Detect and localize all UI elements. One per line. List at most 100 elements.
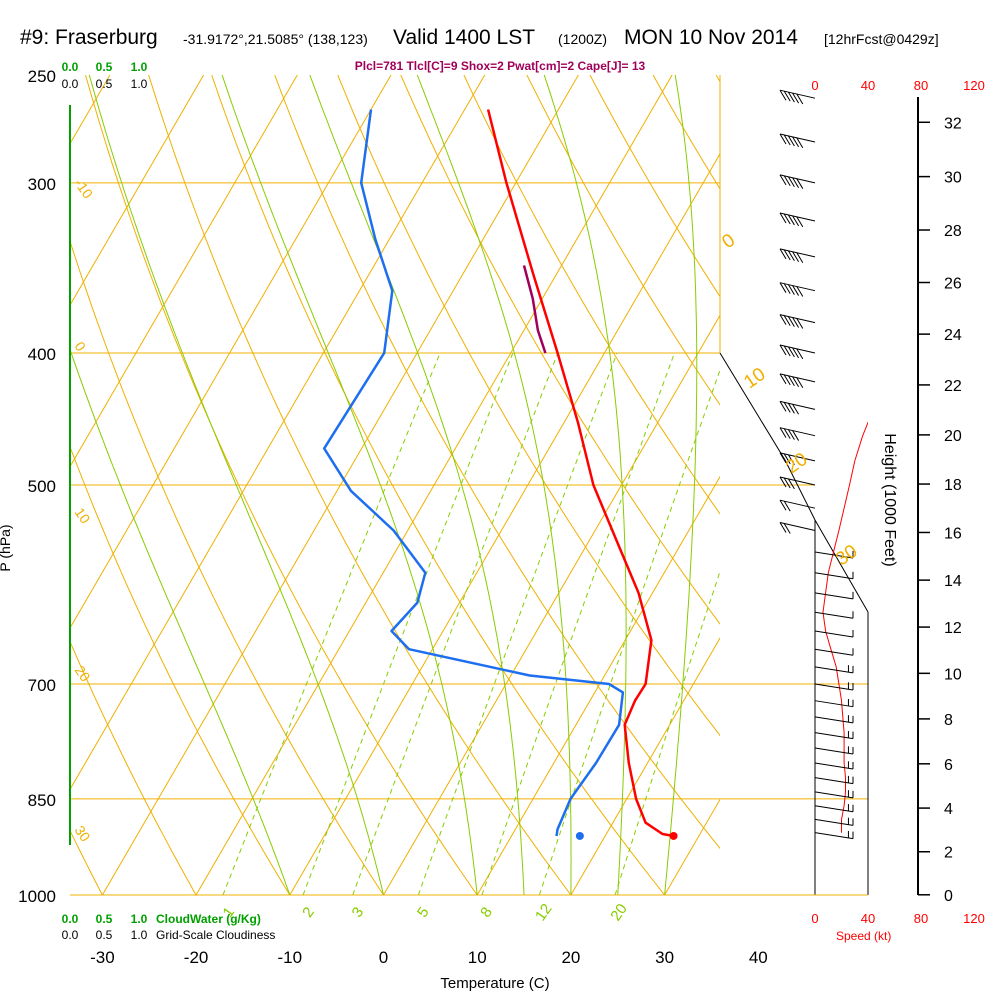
wind-barb-feather (787, 176, 795, 188)
pressure-tick-label: 500 (28, 477, 56, 496)
wind-barb-staff (814, 683, 854, 691)
isotherm-label: -10 (72, 176, 97, 202)
wind-barb-staff (779, 248, 816, 258)
moist-adiabat-line (88, 75, 384, 895)
wind-barb-staff (779, 344, 816, 354)
valid-time: Valid 1400 LST (393, 26, 536, 49)
moist-adiabat-line (309, 75, 525, 895)
temperature-tick-label: 0 (379, 948, 388, 967)
wind-barb (814, 817, 854, 826)
top-black-scale-label: 0.0 (62, 77, 79, 91)
isotherm-line (101, 75, 579, 895)
wind-barb-feather (792, 347, 800, 359)
isotherm-line (70, 75, 205, 307)
wind-barb-feather (779, 314, 787, 325)
utc-time: (1200Z) (558, 31, 608, 47)
isotherm-line (0, 75, 16, 895)
wind-barbs (779, 89, 854, 840)
bottom-green-scale-label: 0.0 (62, 912, 79, 926)
wind-barb-feather (796, 252, 804, 263)
wind-barb-staff (779, 499, 816, 509)
wind-barb-feather (783, 175, 791, 187)
wind-barb-feather (792, 376, 800, 388)
wind-barb (814, 551, 854, 559)
station-coords: -31.9172°,21.5085° (138,123) (183, 31, 368, 47)
wind-barb-staff (814, 791, 854, 799)
height-tick-label: 4 (944, 801, 953, 818)
wind-barb-feather (796, 377, 804, 388)
wind-barb-feather (787, 91, 795, 103)
isotherm-label: 10 (72, 505, 94, 527)
dry-adiabat-line (70, 445, 291, 895)
height-tick-label: 22 (944, 378, 962, 395)
wind-barb-feather (779, 212, 787, 224)
wind-barb-feather (783, 453, 791, 465)
top-green-scale-label: 0.0 (62, 60, 79, 74)
isotherm-line (476, 475, 720, 895)
cloudwater-label: CloudWater (g/Kg) (156, 912, 261, 926)
station-title: #9: Fraserburg (20, 26, 158, 49)
wind-barb (779, 476, 816, 490)
wind-barb-feather (796, 286, 804, 297)
speed-tick-label-top: 80 (914, 78, 928, 93)
dry-adiabat-line (400, 75, 720, 625)
pressure-tick-label: 850 (28, 791, 56, 810)
wind-barb-feather (787, 135, 795, 147)
wind-barb-staff (814, 818, 854, 826)
wind-barb (779, 452, 816, 466)
mixing-ratio-line (417, 352, 618, 895)
temperature-tick-label: -10 (278, 948, 303, 967)
mixing-ratio-label: 12 (532, 901, 555, 924)
dry-adiabat-lines (70, 75, 720, 895)
sounding-profiles (322, 109, 678, 840)
wind-barb-feather (787, 346, 795, 358)
wind-barb-staff (814, 747, 854, 755)
wind-barb (779, 427, 816, 441)
mixing-ratio-label: 2 (299, 904, 318, 921)
speed-tick-label-top: 40 (861, 78, 875, 93)
wind-barb-feather (787, 454, 795, 466)
wind-barb-staff (814, 832, 854, 840)
bottom-black-scale-label: 0.5 (96, 928, 113, 942)
parcel-profile-line (522, 265, 547, 354)
wind-barb (814, 698, 854, 708)
pressure-tick-label: 400 (28, 345, 56, 364)
wind-barb-feather (787, 316, 795, 327)
wind-barb-feather (792, 136, 800, 148)
wind-barb-feather (792, 177, 800, 188)
height-tick-label: 12 (944, 620, 962, 637)
wind-barb-feather (792, 285, 800, 296)
dry-adiabat-line (463, 75, 720, 515)
wind-barb-feather (783, 523, 791, 534)
wind-barb (814, 611, 854, 619)
wind-speed-line (822, 421, 868, 833)
moist-adiabat-line (664, 75, 698, 895)
wind-barb (814, 746, 854, 755)
wind-barb-staff (779, 400, 816, 410)
wind-barb-feather (787, 284, 795, 295)
wind-barb-feather (779, 248, 787, 260)
wind-barb (779, 522, 816, 534)
wind-barb (814, 790, 854, 799)
height-tick-label: 8 (944, 712, 953, 729)
dry-adiabat-line (526, 75, 720, 406)
isotherm-label: 0 (72, 339, 90, 355)
isotherm-line (70, 75, 392, 629)
wind-barb-staff (814, 648, 854, 656)
wind-barb-feather (783, 213, 791, 225)
mixing-ratio-line (614, 570, 720, 895)
moist-adiabat-line (221, 75, 478, 895)
temperature-profile-line (486, 109, 674, 838)
wind-barb-feather (779, 452, 787, 464)
height-tick-label: 20 (944, 428, 962, 445)
wind-barb-feather (779, 174, 787, 186)
wind-barb-feather (792, 317, 800, 328)
wind-barb-staff (779, 174, 816, 184)
wind-barb-feather (783, 374, 791, 386)
temperature-tick-label: 40 (749, 948, 768, 967)
surface-temperature-marker (669, 831, 678, 840)
isotherm-edge-label: 20 (782, 449, 811, 478)
wind-barb-staff (779, 452, 816, 462)
wind-barb (779, 248, 816, 263)
